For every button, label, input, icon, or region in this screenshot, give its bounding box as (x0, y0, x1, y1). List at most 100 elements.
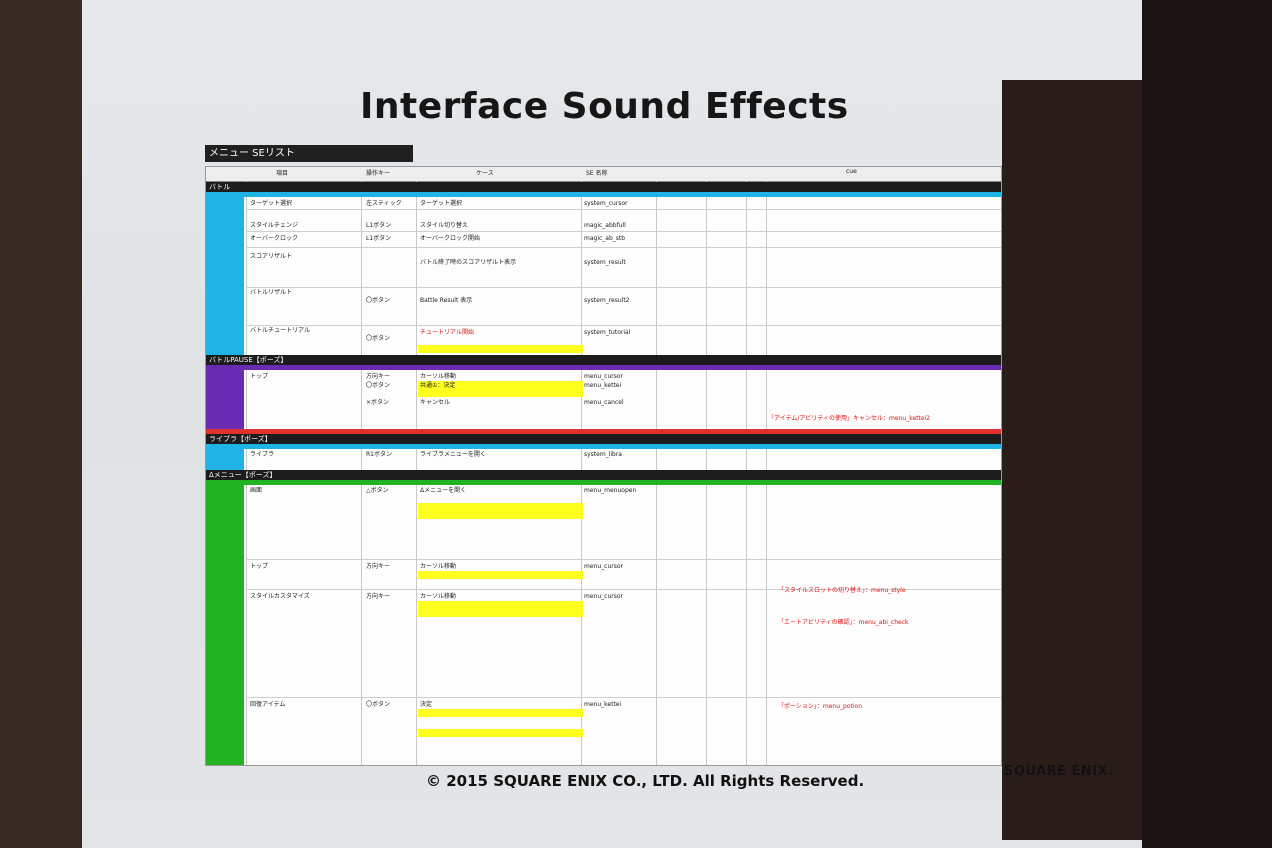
cell-item: バトルチュートリアル (250, 327, 311, 334)
cell-item: トップ (250, 373, 269, 380)
cell-case: チュートリアル開始 (420, 329, 474, 336)
cell-se: magic_ab_stb (584, 235, 626, 242)
brand-logo: SQUARE ENIX. (1004, 764, 1114, 779)
section-stripe (206, 480, 1001, 485)
cell-item: オーバークロック (250, 235, 298, 242)
note-text: 「アイテム/アビリティの使用」キャンセル：menu_kettei2 (768, 415, 931, 422)
cell-case: スタイル切り替え (420, 222, 469, 229)
col-item: 項目 (276, 170, 289, 177)
cell-se: menu_cancel (584, 399, 624, 406)
highlight-cell (418, 345, 583, 353)
table-row (246, 589, 1001, 590)
cell-key: L1ボタン (366, 222, 392, 229)
section-side-bar (206, 444, 244, 470)
cell-case: カーソル移動 (420, 563, 457, 570)
cell-key: △ボタン (366, 487, 389, 494)
se-spreadsheet: 項目 操作キー ケース SE 名称 cue バトル ターゲット選択 左スティック… (205, 166, 1002, 766)
cell-case: ターゲット選択 (420, 200, 463, 207)
cell-case: Δメニューを開く (420, 487, 467, 494)
highlight-cell (418, 601, 583, 609)
slide-title: Interface Sound Effects (360, 86, 849, 127)
cell-key: ×ボタン (366, 399, 390, 406)
cell-item: 画面 (250, 487, 263, 494)
cell-case: キャンセル (420, 399, 451, 406)
cell-key: 方向キー (366, 563, 391, 570)
cell-case: カーソル移動 (420, 593, 457, 600)
cell-key: R1ボタン (366, 451, 392, 458)
cell-item: スタイルカスタマイズ (250, 593, 310, 600)
cell-item: トップ (250, 563, 269, 570)
cell-item: ライブラ (250, 451, 275, 458)
cell-se: system_cursor (584, 200, 628, 207)
highlight-cell (418, 389, 583, 397)
cell-se: system_libra (584, 451, 622, 458)
cell-item: 回復アイテム (250, 701, 286, 708)
section-stripe (206, 192, 1001, 197)
cell-case: バトル終了時のスコアリザルト表示 (420, 259, 517, 266)
col-key: 操作キー (366, 170, 391, 177)
cell-se: system_result (584, 259, 626, 266)
cell-se: menu_cursor (584, 563, 623, 570)
highlight-cell (418, 609, 583, 617)
note-text: 「ポーション」：menu_potion (778, 703, 862, 710)
cell-key: 〇ボタン (366, 297, 391, 304)
highlight-cell (418, 503, 583, 511)
cell-item: スタイルチェンジ (250, 222, 299, 229)
highlight-cell (418, 571, 583, 579)
cell-se: menu_kettei (584, 701, 622, 708)
table-row (246, 247, 1001, 248)
copyright-text: © 2015 SQUARE ENIX CO., LTD. All Rights … (426, 772, 865, 790)
note-text: 「エートアビリティの確認」：menu_abi_check (778, 619, 909, 626)
cell-case: カーソル移動 (420, 373, 457, 380)
cell-se: system_result2 (584, 297, 630, 304)
section-battle: バトル (206, 182, 1001, 192)
cell-se: system_tutorial (584, 329, 631, 336)
wall-left (0, 0, 82, 848)
cell-case: ライブラメニューを開く (420, 451, 486, 458)
table-row (246, 209, 1001, 210)
cell-item: バトルリザルト (250, 289, 293, 296)
cell-case: オーバークロック開始 (420, 235, 480, 242)
section-stripe (206, 444, 1001, 449)
cell-key: 〇ボタン (366, 335, 391, 342)
cell-key: 方向キー (366, 373, 391, 380)
highlight-cell (418, 381, 583, 389)
cell-se: menu_kettei (584, 382, 622, 389)
table-row (246, 287, 1001, 288)
wall-right (1002, 80, 1142, 840)
highlight-cell (418, 729, 583, 737)
table-row (246, 231, 1001, 232)
cell-se: menu_menuopen (584, 487, 637, 494)
cell-key: 〇ボタン (366, 701, 391, 708)
section-stripe (206, 365, 1001, 370)
cell-se: menu_cursor (584, 373, 623, 380)
cell-key: 左スティック (366, 200, 402, 207)
cell-item: ターゲット選択 (250, 200, 293, 207)
cell-se: magic_abbfull (584, 222, 626, 229)
cell-key: 方向キー (366, 593, 391, 600)
cell-case: 共通①：決定 (420, 382, 456, 389)
note-text: 「スタイルスロットの切り替え」：menu_style (778, 587, 906, 594)
col-se: SE 名称 (586, 170, 608, 177)
table-row (246, 325, 1001, 326)
col-case: ケース (476, 170, 494, 177)
table-row (246, 697, 1001, 698)
list-title: メニュー SEリスト (205, 145, 413, 162)
col-cue: cue (846, 168, 857, 175)
highlight-cell (418, 709, 583, 717)
cell-case: 決定 (420, 701, 433, 708)
section-pause: バトルPAUSE【ポーズ】 (206, 355, 1001, 365)
cell-key: L1ボタン (366, 235, 392, 242)
section-side-bar (206, 480, 244, 765)
column-header-row: 項目 操作キー ケース SE 名称 cue (206, 167, 1001, 182)
section-menu: Δメニュー【ポーズ】 (206, 470, 1001, 480)
highlight-cell (418, 511, 583, 519)
cell-key: 〇ボタン (366, 382, 391, 389)
cell-item: スコアリザルト (250, 253, 293, 260)
section-side-bar (206, 197, 244, 357)
cell-se: menu_cursor (584, 593, 623, 600)
section-libra: ライブラ【ポーズ】 (206, 434, 1001, 444)
cell-case: Battle Result 表示 (420, 297, 473, 304)
table-row (246, 559, 1001, 560)
section-side-bar (206, 365, 244, 431)
